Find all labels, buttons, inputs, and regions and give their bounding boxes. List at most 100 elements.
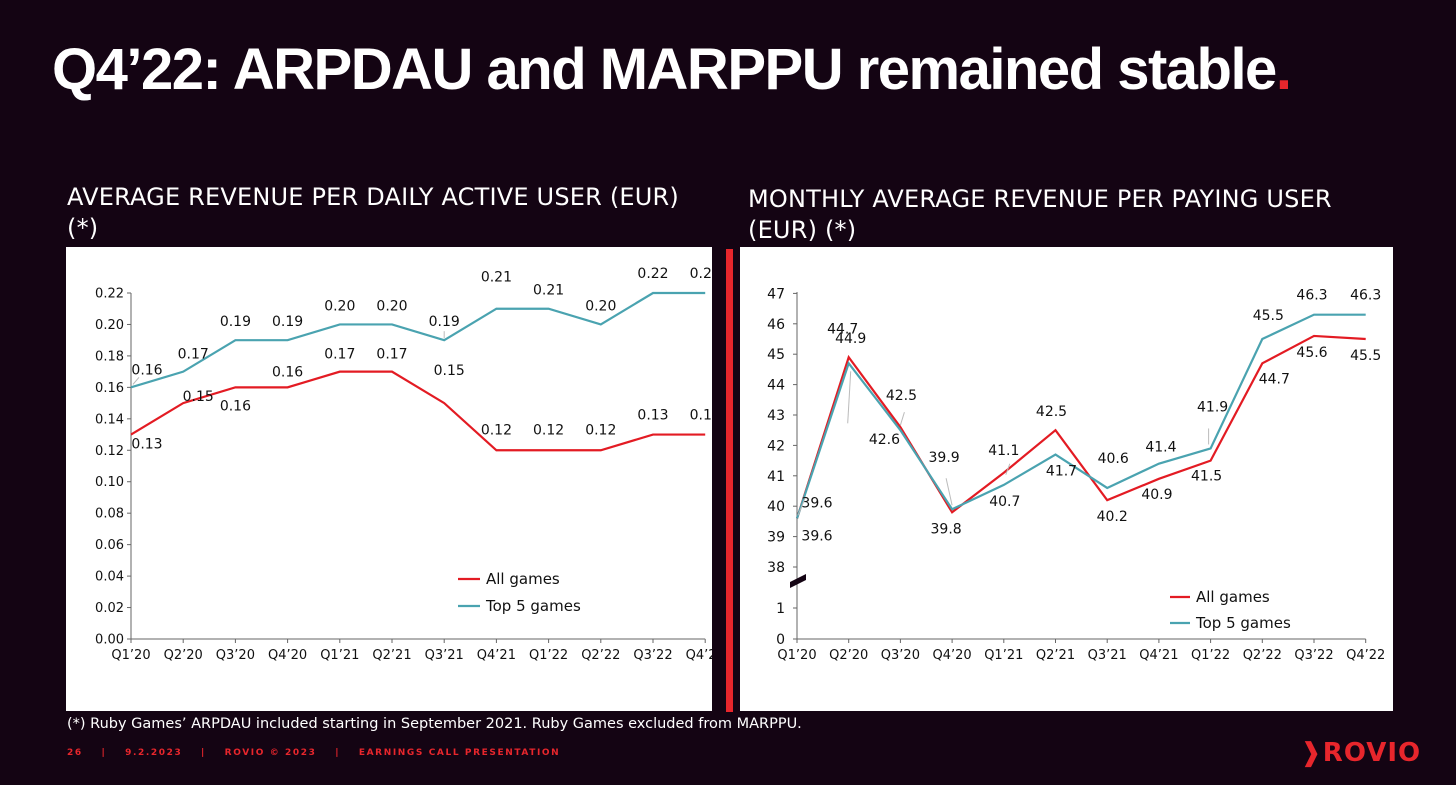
y-tick-label: 0.16	[95, 381, 124, 396]
data-label: 44.7	[1259, 371, 1290, 387]
leader-line	[945, 478, 953, 506]
data-label: 0.19	[272, 314, 303, 330]
series-line	[130, 291, 706, 389]
data-label: 0.22	[690, 266, 712, 282]
y-tick-label: 45	[767, 347, 785, 363]
y-tick-label: 0.22	[95, 287, 124, 302]
marppu-chart-panel: 0 1 38 39 40 41 42 43 44 45 46 47 Q1’20 Q2’20 Q3’20 Q4’…	[740, 247, 1393, 711]
x-tick-label: Q3’20	[881, 648, 920, 663]
data-label: 40.6	[1098, 451, 1129, 467]
y-tick-label: 46	[767, 317, 785, 333]
y-tick-label: 0.14	[95, 412, 124, 427]
data-label: 0.12	[585, 422, 616, 438]
data-label: 45.6	[1296, 345, 1327, 361]
y-tick-label: 1	[776, 601, 785, 617]
arpdau-chart-title: AVERAGE REVENUE PER DAILY ACTIVE USER (E…	[67, 183, 679, 242]
x-tick-label: Q4’22	[1346, 648, 1385, 663]
leader-line	[132, 377, 140, 385]
arpdau-chart-panel: 0.00 0.02 0.04 0.06 0.08 0.10 0.12 0.14 0.16 0.18…	[66, 247, 712, 711]
data-label: 40.9	[1141, 487, 1172, 503]
slide-title: Q4’22: ARPDAU and MARPPU remained stable…	[52, 36, 1292, 103]
x-tick-label: Q3’22	[633, 648, 672, 663]
x-tick-label: Q3’20	[216, 648, 255, 663]
y-tick-label: 40	[767, 499, 785, 515]
data-label: 41.1	[988, 443, 1019, 459]
arpdau-chart: 0.00 0.02 0.04 0.06 0.08 0.10 0.12 0.14 0.16 0.18…	[95, 266, 712, 663]
y-tick-label: 0	[776, 632, 785, 648]
y-tick-label: 0.06	[95, 538, 124, 553]
data-label: 42.5	[886, 388, 917, 404]
x-tick-label: Q2’20	[164, 648, 203, 663]
data-label: 0.16	[220, 398, 251, 414]
y-tick-label: 39	[767, 530, 785, 546]
y-tick-label: 42	[767, 438, 785, 454]
data-label: 0.13	[131, 437, 162, 453]
x-tick-label: Q3’22	[1294, 648, 1333, 663]
data-label: 0.20	[585, 298, 616, 314]
leader-line	[847, 371, 852, 424]
x-tick-label: Q2’22	[581, 648, 620, 663]
x-tick-label: Q2’21	[372, 648, 411, 663]
data-label: 41.7	[1046, 464, 1077, 480]
rovio-logo: ❱ROVIO	[1300, 738, 1421, 768]
data-label: 0.13	[690, 408, 712, 424]
data-label: 41.4	[1145, 440, 1176, 456]
data-label: 41.9	[1197, 399, 1228, 415]
x-tick-label: Q1’20	[111, 648, 150, 663]
footer-event: EARNINGS CALL PRESENTATION	[358, 748, 561, 758]
y-tick-label: 0.08	[95, 507, 124, 522]
x-tick-label: Q4’21	[1139, 648, 1178, 663]
leader-line	[797, 498, 806, 516]
data-label: 0.20	[376, 298, 407, 314]
footnote: (*) Ruby Games’ ARPDAU included starting…	[67, 716, 802, 732]
data-label: 0.13	[637, 408, 668, 424]
data-label: 0.12	[533, 422, 564, 438]
chart-divider	[726, 249, 733, 712]
y-tick-label: 0.18	[95, 349, 124, 364]
data-label: 41.5	[1191, 469, 1222, 485]
data-label: 0.21	[533, 283, 564, 299]
y-tick-label: 38	[767, 560, 785, 576]
axis-break-mark	[790, 574, 806, 588]
series-line	[130, 370, 706, 452]
y-tick-label: 0.12	[95, 444, 124, 459]
data-label: 0.21	[481, 270, 512, 286]
data-label: 45.5	[1253, 308, 1284, 324]
data-label: 0.15	[434, 363, 465, 379]
x-tick-label: Q1’22	[1191, 648, 1230, 663]
footer-separator: |	[201, 748, 206, 758]
data-label: 45.5	[1350, 348, 1381, 364]
leader-line	[1005, 463, 1011, 475]
data-label: 39.6	[801, 495, 832, 511]
x-tick-label: Q2’21	[1036, 648, 1075, 663]
x-tick-label: Q2’20	[829, 648, 868, 663]
data-label: 0.20	[324, 298, 355, 314]
data-label: 44.7	[827, 321, 858, 337]
data-label: 0.17	[324, 347, 355, 363]
marppu-chart-title: MONTHLY AVERAGE REVENUE PER PAYING USER …	[748, 185, 1332, 244]
footer: 26 | 9.2.2023 | ROVIO © 2023 | EARNINGS …	[67, 748, 574, 758]
x-tick-label: Q4’22	[686, 648, 712, 663]
y-tick-label: 0.20	[95, 318, 124, 333]
rovio-bird-icon: ❱	[1300, 738, 1323, 768]
data-label: 46.3	[1350, 288, 1381, 304]
series-line	[795, 334, 1366, 519]
data-label: 0.17	[178, 347, 209, 363]
data-label: 39.8	[931, 521, 962, 537]
x-tick-label: Q4’20	[268, 648, 307, 663]
slide-title-text: Q4’22: ARPDAU and MARPPU remained stable	[52, 37, 1277, 102]
footer-company: ROVIO © 2023	[224, 748, 317, 758]
y-tick-label: 0.10	[95, 475, 124, 490]
data-label: 0.16	[272, 364, 303, 380]
data-label: 40.2	[1097, 509, 1128, 525]
footer-page-number: 26	[67, 748, 83, 758]
legend-label: Top 5 games	[1195, 614, 1291, 632]
legend-label: Top 5 games	[485, 597, 581, 615]
y-tick-label: 44	[767, 378, 785, 394]
y-tick-label: 41	[767, 469, 785, 485]
x-tick-label: Q1’21	[320, 648, 359, 663]
data-label: 42.5	[1036, 404, 1067, 420]
legend-label: All games	[1196, 588, 1270, 606]
data-label: 40.7	[989, 494, 1020, 510]
data-label: 44.9	[835, 331, 866, 347]
